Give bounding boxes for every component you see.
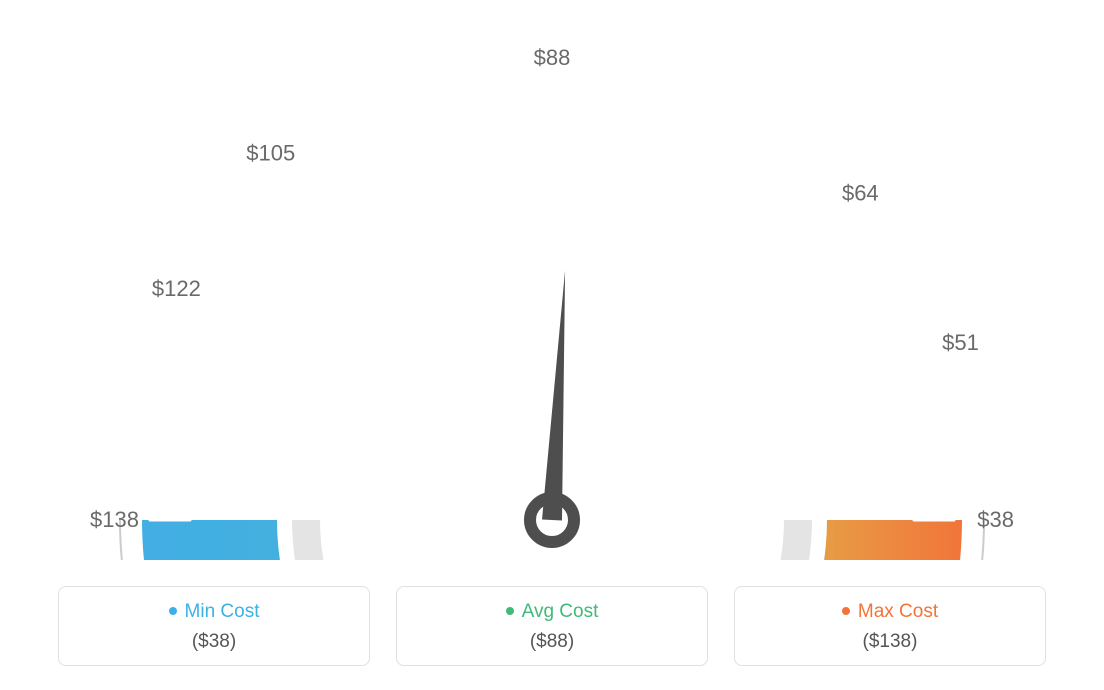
legend-label-text: Max Cost: [858, 601, 938, 622]
legend-value: ($88): [397, 631, 707, 653]
svg-text:$105: $105: [246, 140, 295, 165]
gauge-chart: $38 $51 $64 $88 $105 $122 $138: [0, 0, 1104, 560]
legend-value: ($138): [735, 631, 1045, 653]
svg-text:$122: $122: [152, 276, 201, 301]
legend-box-avg: Avg Cost ($88): [396, 586, 708, 666]
legend-box-max: Max Cost ($138): [734, 586, 1046, 666]
svg-text:$64: $64: [842, 180, 879, 205]
legend-box-min: Min Cost ($38): [58, 586, 370, 666]
legend-bullet-avg: [506, 607, 514, 615]
legend-bullet-min: [169, 607, 177, 615]
legend-value: ($38): [59, 631, 369, 653]
legend-label: Min Cost: [59, 601, 369, 623]
legend-bullet-max: [842, 607, 850, 615]
svg-text:$88: $88: [534, 45, 571, 70]
legend: Min Cost ($38) Avg Cost ($88) Max Cost (…: [0, 586, 1104, 666]
legend-label-text: Avg Cost: [522, 601, 599, 622]
svg-text:$51: $51: [942, 330, 979, 355]
svg-text:$138: $138: [90, 507, 139, 532]
legend-label: Avg Cost: [397, 601, 707, 623]
svg-text:$38: $38: [977, 507, 1014, 532]
legend-label-text: Min Cost: [185, 601, 260, 622]
legend-label: Max Cost: [735, 601, 1045, 623]
cost-gauge-widget: $38 $51 $64 $88 $105 $122 $138 Min Cost ($38) …: [0, 0, 1104, 690]
